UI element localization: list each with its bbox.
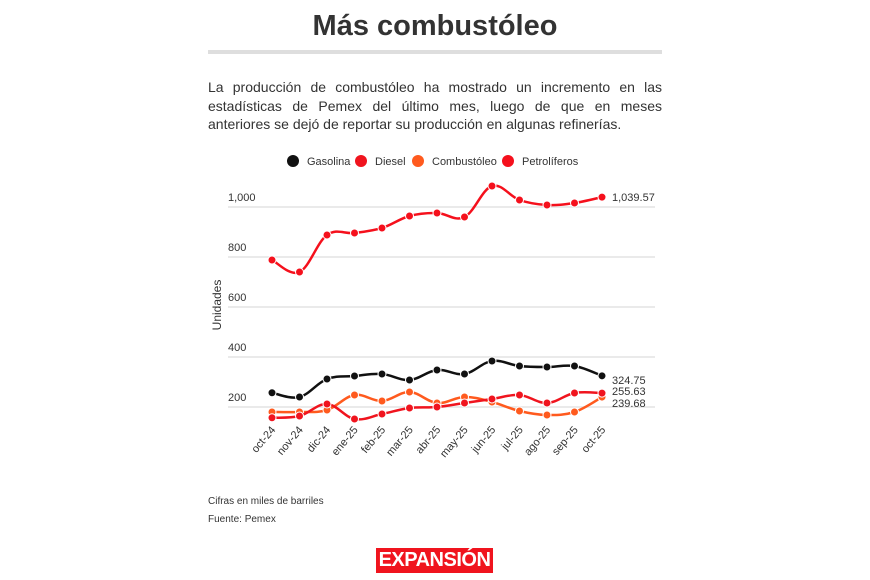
y-axis-label: Unidades (210, 280, 224, 331)
x-tick-label: may-25 (438, 424, 471, 460)
y-tick-label: 400 (228, 342, 246, 354)
x-tick-label: nov-24 (275, 424, 306, 457)
data-point (597, 371, 607, 381)
intro-text: La producción de combustóleo ha mostrado… (208, 79, 662, 132)
title-divider (208, 50, 662, 54)
end-value-label: 239.68 (612, 398, 646, 410)
data-point (405, 403, 414, 413)
series-line-petrolíferos (271, 184, 603, 275)
data-point (377, 223, 387, 233)
legend-marker (412, 155, 424, 167)
data-point (570, 407, 579, 417)
data-point (432, 365, 442, 375)
data-point (432, 208, 442, 218)
legend-label: Diesel (375, 156, 406, 168)
data-point (377, 369, 387, 379)
data-point (350, 371, 359, 381)
x-tick-label: jul-25 (499, 424, 526, 453)
data-point (487, 394, 497, 404)
data-point (460, 398, 469, 408)
x-tick-label: ene-25 (330, 424, 361, 458)
legend-label: Combustóleo (432, 156, 497, 168)
data-point (295, 411, 304, 421)
x-tick-label: oct-24 (249, 424, 278, 455)
source-note: Fuente: Pemex (208, 514, 276, 525)
data-point (542, 200, 552, 210)
data-point (597, 388, 607, 398)
x-tick-label: sep-25 (550, 424, 581, 457)
legend-marker (287, 155, 299, 167)
data-point (460, 369, 469, 379)
units-note: Cifras en miles de barriles (208, 496, 324, 507)
data-point (377, 396, 387, 406)
y-tick-label: 600 (228, 292, 246, 304)
data-point (405, 211, 414, 221)
y-tick-label: 200 (228, 392, 246, 404)
data-point (542, 398, 552, 408)
data-point (405, 375, 414, 385)
page-title: Más combustóleo (312, 10, 558, 42)
data-point (295, 267, 304, 277)
data-point (267, 255, 277, 265)
data-point (350, 390, 359, 400)
x-tick-label: jun-25 (469, 424, 498, 456)
data-point (377, 409, 387, 419)
data-point (432, 402, 442, 412)
legend-label: Petrolíferos (522, 156, 579, 168)
chart-notes: Cifras en miles de barriles Fuente: Peme… (208, 493, 324, 529)
data-point (267, 413, 277, 423)
data-point (487, 181, 497, 191)
y-tick-label: 1,000 (228, 192, 256, 204)
data-point (515, 361, 524, 371)
data-point (295, 392, 304, 402)
y-tick-label: 800 (228, 242, 246, 254)
data-point (515, 390, 524, 400)
data-point (350, 228, 359, 238)
data-point (350, 414, 359, 424)
data-point (542, 362, 552, 372)
x-tick-label: oct-25 (579, 424, 608, 455)
data-point (570, 361, 579, 371)
legend-marker (502, 155, 514, 167)
data-point (322, 230, 332, 240)
data-point (515, 406, 524, 416)
x-tick-label: ago-25 (522, 424, 553, 458)
data-point (405, 387, 414, 397)
legend-marker (355, 155, 367, 167)
data-point (515, 195, 524, 205)
legend-label: Gasolina (307, 156, 351, 168)
data-point (322, 374, 332, 384)
expansion-logo: EXPANSIÓN (376, 548, 493, 573)
data-point (322, 399, 332, 409)
data-point (570, 198, 579, 208)
data-point (267, 388, 277, 398)
x-tick-label: mar-25 (384, 424, 416, 458)
end-value-label: 255.63 (612, 386, 646, 398)
data-point (460, 212, 469, 222)
data-point (570, 388, 579, 398)
end-value-label: 324.75 (612, 375, 646, 387)
data-point (597, 192, 607, 202)
end-value-label: 1,039.57 (612, 192, 655, 204)
data-point (487, 356, 497, 366)
data-point (542, 410, 552, 420)
